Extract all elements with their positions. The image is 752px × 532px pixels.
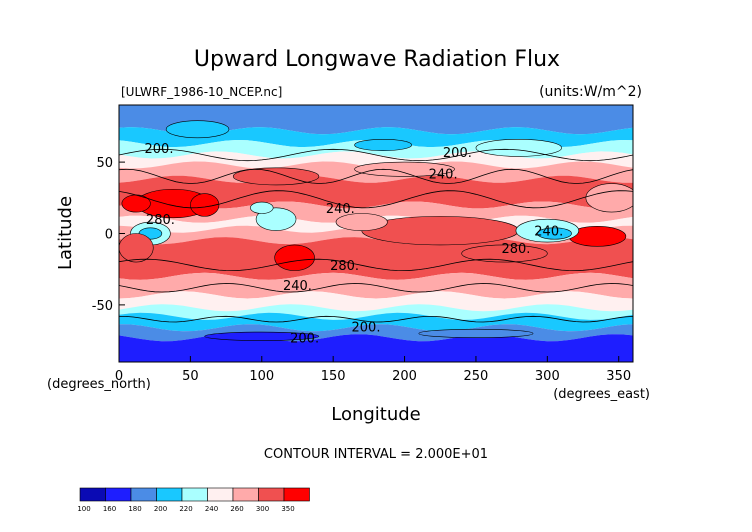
blob-16 — [354, 161, 455, 177]
colorbar-tick-0: 100 — [77, 505, 90, 513]
x-tick-label-0: 0 — [115, 369, 123, 384]
contour-line-0 — [119, 148, 633, 162]
y-axis-label: Latitude — [55, 196, 76, 270]
colorbar-swatch-1 — [105, 487, 132, 502]
colorbar-tick-8: 350 — [281, 505, 294, 513]
blob-10 — [537, 227, 572, 240]
contour-line-2 — [119, 190, 633, 209]
band-11 — [119, 291, 633, 312]
y-tick-label-1: 0 — [105, 228, 113, 243]
contour-label-4: 280. — [146, 213, 175, 228]
colorbar-swatch-6 — [232, 487, 259, 502]
blob-2 — [121, 194, 151, 213]
x-units-label: (degrees_east) — [553, 387, 650, 402]
blob-18 — [461, 244, 548, 263]
blob-14 — [585, 183, 633, 213]
blob-22 — [204, 331, 320, 341]
contour-label-6: 280. — [501, 242, 530, 257]
plot-area: 200. 200. 240. 240. 280. 280. 280. 240. 240. 200.… — [119, 105, 633, 362]
colorbar-swatch-8 — [283, 487, 310, 502]
colorbar-tick-4: 220 — [179, 505, 192, 513]
blob-1 — [190, 193, 220, 217]
x-tick-label-2: 100 — [249, 369, 274, 384]
colorbar-tick-3: 200 — [154, 505, 167, 513]
band-1 — [119, 127, 633, 148]
colorbar-tick-5: 240 — [205, 505, 218, 513]
blob-15 — [232, 167, 320, 186]
contour-label-0: 200. — [145, 142, 174, 157]
contour-label-2: 240. — [429, 168, 458, 183]
colorbar-tick-7: 300 — [256, 505, 269, 513]
y-tick-label-0: -50 — [92, 299, 113, 314]
colorbar-swatch-2 — [130, 487, 157, 502]
blob-21 — [475, 138, 562, 157]
contour-label-10: 200. — [290, 332, 319, 347]
band-0 — [119, 105, 633, 135]
band-6 — [119, 201, 633, 223]
contour-line-1 — [119, 168, 633, 184]
y-tick-label-2: 50 — [96, 156, 113, 171]
colorbar-swatch-4 — [181, 487, 208, 502]
colorbar-swatch-0 — [79, 487, 106, 502]
blob-20 — [354, 138, 412, 151]
x-tick-label-4: 200 — [392, 369, 417, 384]
colorbar-tick-2: 180 — [128, 505, 141, 513]
contour-label-7: 240. — [283, 279, 312, 294]
contour-label-3: 240. — [326, 202, 355, 217]
x-tick-label-3: 150 — [321, 369, 346, 384]
contour-label-5: 280. — [330, 259, 359, 274]
file-label: [ULWRF_1986-10_NCEP.nc] — [121, 85, 282, 99]
x-tick-label-1: 50 — [182, 369, 199, 384]
units-label: (units:W/m^2) — [539, 84, 642, 100]
blob-19 — [165, 120, 230, 139]
x-tick-label-6: 300 — [535, 369, 560, 384]
blob-13 — [335, 213, 388, 231]
band-12 — [119, 304, 633, 320]
blob-3 — [274, 244, 315, 271]
contour-line-4 — [119, 283, 633, 293]
chart-title: Upward Longwave Radiation Flux — [194, 47, 560, 72]
band-5 — [119, 175, 633, 209]
contour-line-5 — [119, 315, 633, 323]
contour-label-9: 200. — [352, 320, 381, 335]
blob-23 — [418, 328, 534, 339]
x-tick-label-5: 250 — [464, 369, 489, 384]
colorbar-swatch-5 — [207, 487, 234, 502]
contour-interval-text: CONTOUR INTERVAL = 2.000E+01 — [264, 447, 488, 462]
band-14 — [119, 324, 633, 342]
colorbar-swatch-7 — [258, 487, 285, 502]
x-axis-label: Longitude — [331, 404, 421, 425]
colorbar-tick-6: 260 — [230, 505, 243, 513]
x-tick-label-7: 350 — [606, 369, 631, 384]
contour-line-3 — [119, 258, 633, 272]
colorbar: 100 160 180 200 220 240 260 300 350 — [77, 487, 310, 513]
colorbar-swatch-3 — [156, 487, 183, 502]
y-units-label: (degrees_north) — [47, 377, 151, 392]
contour-label-1: 200. — [443, 146, 472, 161]
contour-label-8: 240. — [534, 225, 563, 240]
blob-11 — [255, 207, 297, 231]
band-15 — [119, 334, 633, 362]
blob-17 — [119, 233, 154, 263]
colorbar-tick-1: 160 — [103, 505, 116, 513]
blob-12 — [250, 201, 274, 214]
